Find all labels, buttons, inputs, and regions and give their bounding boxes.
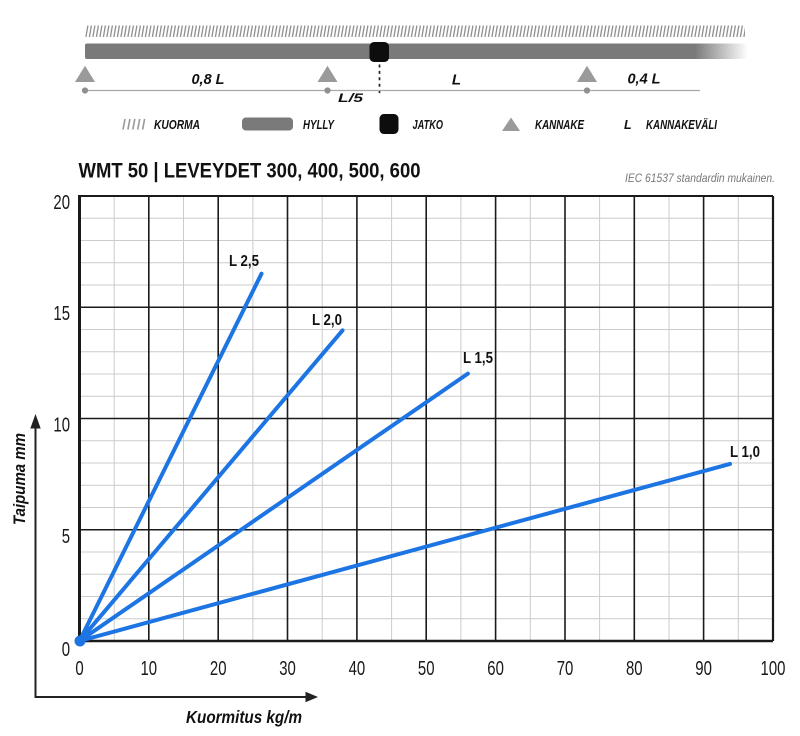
svg-text:10: 10 xyxy=(141,657,158,680)
svg-text:30: 30 xyxy=(279,657,296,680)
svg-text:L 2,0: L 2,0 xyxy=(312,312,342,329)
svg-text:HYLLY: HYLLY xyxy=(303,118,335,132)
svg-text:20: 20 xyxy=(210,657,227,680)
svg-text:20: 20 xyxy=(53,191,70,214)
svg-text:KANNAKEVÄLI: KANNAKEVÄLI xyxy=(646,117,717,132)
svg-text:50: 50 xyxy=(418,657,435,680)
svg-text:100: 100 xyxy=(761,657,786,680)
svg-text:60: 60 xyxy=(487,657,504,680)
svg-text:0: 0 xyxy=(62,638,70,661)
svg-text:15: 15 xyxy=(53,302,70,325)
svg-text:KANNAKE: KANNAKE xyxy=(535,118,585,132)
svg-text:0,8 L: 0,8 L xyxy=(192,71,225,88)
svg-text:JATKO: JATKO xyxy=(413,118,444,132)
svg-text:L 1,5: L 1,5 xyxy=(463,350,493,367)
svg-text:IEC 61537 standardin mukainen.: IEC 61537 standardin mukainen. xyxy=(625,171,775,185)
svg-text:40: 40 xyxy=(349,657,366,680)
svg-text:L: L xyxy=(452,72,461,89)
svg-text:L 2,5: L 2,5 xyxy=(229,253,259,270)
svg-text:Taipuma mm: Taipuma mm xyxy=(10,433,29,525)
svg-text:80: 80 xyxy=(626,657,643,680)
svg-text:10: 10 xyxy=(53,414,70,437)
svg-text:Kuormitus kg/m: Kuormitus kg/m xyxy=(186,707,302,727)
svg-text:WMT 50 | LEVEYDET 300, 400, 50: WMT 50 | LEVEYDET 300, 400, 500, 600 xyxy=(79,159,421,183)
svg-text:L: L xyxy=(624,118,632,132)
svg-text:L 1,0: L 1,0 xyxy=(730,444,760,461)
svg-text:90: 90 xyxy=(695,657,712,680)
svg-text:0: 0 xyxy=(75,657,83,680)
svg-text:KUORMA: KUORMA xyxy=(154,118,200,132)
svg-text:70: 70 xyxy=(557,657,574,680)
svg-text:5: 5 xyxy=(62,525,70,548)
svg-text:0,4 L: 0,4 L xyxy=(628,71,661,88)
svg-text:L/5: L/5 xyxy=(338,91,363,105)
